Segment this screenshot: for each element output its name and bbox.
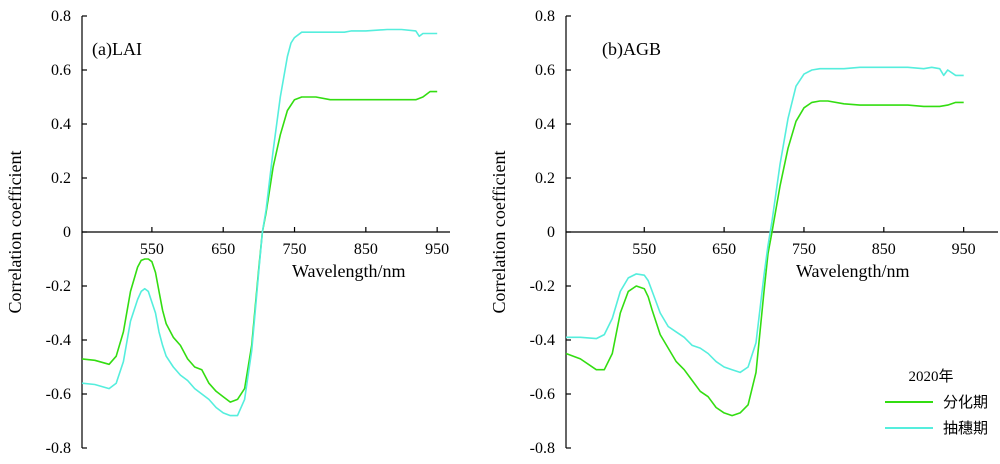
x-tick-label: 650: [712, 241, 736, 258]
y-tick-label: -0.4: [530, 332, 555, 349]
x-axis-title: Wavelength/nm: [796, 261, 910, 281]
y-tick-label: -0.6: [530, 386, 555, 403]
y-tick-label: 0: [547, 224, 555, 241]
x-tick-label: 550: [632, 241, 656, 258]
legend-label-series-2: 抽穗期: [943, 420, 988, 437]
x-tick-label: 950: [425, 241, 449, 258]
y-tick-label: -0.2: [530, 278, 555, 295]
x-tick-label: 950: [952, 241, 976, 258]
y-tick-label: 0.8: [51, 8, 71, 25]
y-tick-label: 0.8: [535, 8, 555, 25]
series-line-2: [81, 28, 438, 417]
y-tick-label: 0.6: [535, 62, 555, 79]
y-tick-label: -0.4: [46, 332, 71, 349]
x-tick-label: 650: [211, 241, 235, 258]
y-tick-label: -0.6: [46, 386, 71, 403]
series-lines: [565, 66, 964, 417]
x-tick-label: 850: [354, 241, 378, 258]
series-lines: [81, 28, 438, 417]
panel-agb: -0.8 -0.6 -0.4 -0.2 0 0.2 0.4 0.6 0.8 550 650 750 8…: [489, 8, 998, 457]
y-tick-label: -0.2: [46, 278, 71, 295]
y-tick-label: 0.4: [51, 116, 71, 133]
y-tick-label: -0.8: [530, 440, 555, 457]
series-line-1: [565, 100, 964, 417]
panel-label: (b)AGB: [602, 39, 661, 60]
y-axis-ticks: -0.8 -0.6 -0.4 -0.2 0 0.2 0.4 0.6 0.8: [530, 8, 571, 457]
x-tick-label: 550: [140, 241, 164, 258]
series-line-2: [566, 66, 964, 374]
y-tick-label: 0.2: [535, 170, 555, 187]
y-axis-title: Correlation coefficient: [489, 150, 509, 313]
x-tick-label: 750: [792, 241, 816, 258]
x-tick-label: 750: [283, 241, 307, 258]
series-line-1: [81, 90, 438, 403]
panel-label: (a)LAI: [92, 39, 142, 60]
x-tick-label: 850: [872, 241, 896, 258]
y-tick-label: 0.6: [51, 62, 71, 79]
x-axis-title: Wavelength/nm: [292, 261, 406, 281]
y-tick-label: 0: [63, 224, 71, 241]
y-axis-ticks: -0.8 -0.6 -0.4 -0.2 0 0.2 0.4 0.6 0.8: [46, 8, 87, 457]
legend: 2020年 分化期 抽穗期: [885, 368, 988, 437]
panel-lai: -0.8 -0.6 -0.4 -0.2 0 0.2 0.4 0.6 0.8 550 650 750 8…: [5, 8, 450, 457]
x-axis-ticks: 550 650 750 850 950: [140, 227, 449, 258]
y-axis-title: Correlation coefficient: [5, 150, 25, 313]
y-tick-label: 0.2: [51, 170, 71, 187]
legend-title: 2020年: [908, 368, 953, 385]
y-tick-label: -0.8: [46, 440, 71, 457]
x-axis-ticks: 550 650 750 850 950: [632, 227, 976, 258]
y-tick-label: 0.4: [535, 116, 555, 133]
legend-label-series-1: 分化期: [943, 394, 988, 411]
